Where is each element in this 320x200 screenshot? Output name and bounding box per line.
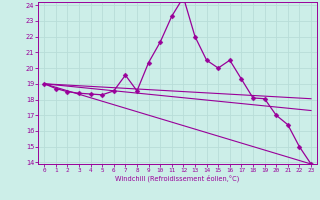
X-axis label: Windchill (Refroidissement éolien,°C): Windchill (Refroidissement éolien,°C) xyxy=(116,175,240,182)
